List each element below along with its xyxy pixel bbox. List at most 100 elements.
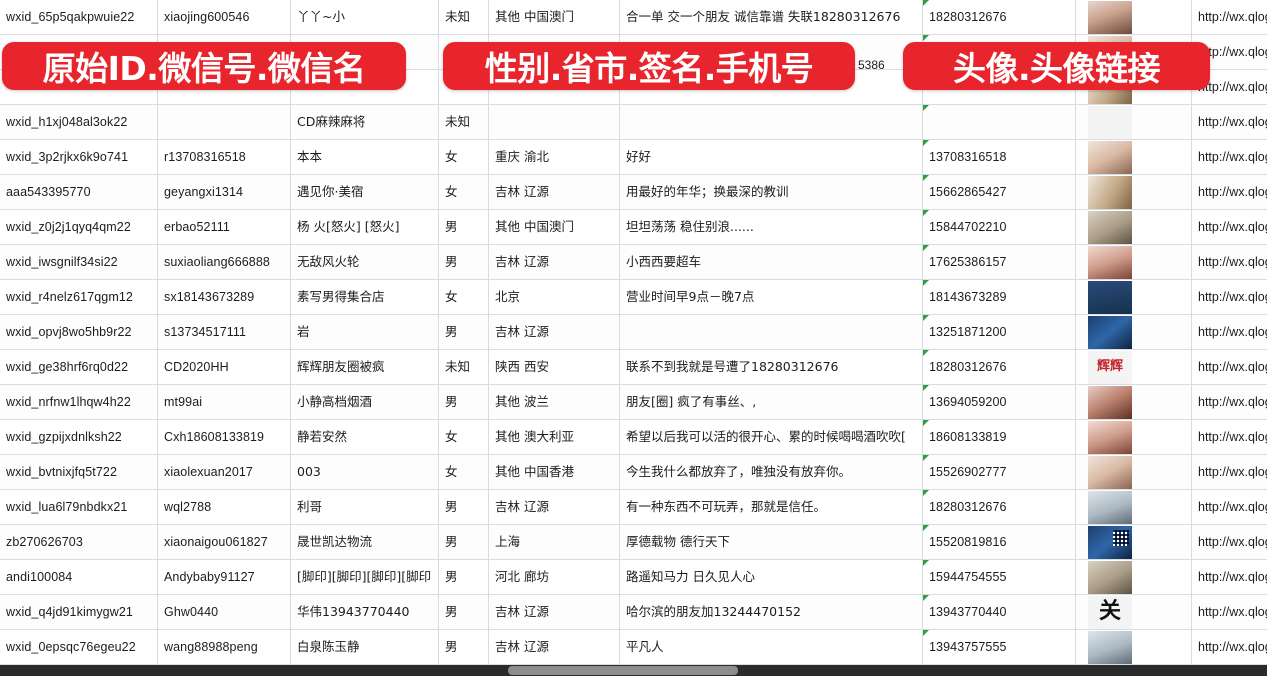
cell-avatar_url[interactable]: http://wx.qlogo.cn/mmhead xyxy=(1191,454,1267,490)
cell-avatar[interactable] xyxy=(1075,454,1192,490)
cell-avatar_url[interactable]: http://wx.qlogo.cn/mmhead xyxy=(1191,174,1267,210)
table-row[interactable]: wxid_bvtnixjfq5t722 xiaolexuan2017 003 女其他 … xyxy=(0,454,1267,490)
cell-region[interactable]: 陕西 西安 xyxy=(488,349,620,385)
cell-orig_id[interactable]: wxid_h1xj048al3ok22 xyxy=(0,104,158,140)
cell-avatar_url[interactable]: http://wx.qlogo.cn/mmhead xyxy=(1191,559,1267,595)
cell-region[interactable]: 吉林 辽源 xyxy=(488,244,620,280)
cell-avatar[interactable] xyxy=(1075,174,1192,210)
cell-signature[interactable]: 朋友[圈] 疯了有事丝、, xyxy=(619,384,923,420)
cell-avatar_url[interactable]: http://wx.qlogo.cn/mmhead xyxy=(1191,419,1267,455)
table-row[interactable]: wxid_0epsqc76egeu22 wang88988peng 白泉陈玉静男吉林… xyxy=(0,629,1267,665)
cell-avatar[interactable] xyxy=(1075,629,1192,665)
cell-phone[interactable]: 18280312676 xyxy=(922,349,1076,385)
cell-phone[interactable]: 17625386157 xyxy=(922,244,1076,280)
cell-avatar[interactable] xyxy=(1075,244,1192,280)
cell-avatar_url[interactable]: http://wx.qlogo.cn/mmhead xyxy=(1191,279,1267,315)
cell-avatar[interactable] xyxy=(1075,524,1192,560)
cell-phone[interactable]: 15844702210 xyxy=(922,209,1076,245)
cell-phone[interactable]: 18280312676 xyxy=(922,489,1076,525)
cell-avatar_url[interactable]: http://wx.qlogo.cn/mmhead xyxy=(1191,139,1267,175)
cell-orig_id[interactable]: wxid_r4nelz617qgm12 xyxy=(0,279,158,315)
table-row[interactable]: wxid_z0j2j1qyq4qm22 erbao52111 杨 火[怒火] [怒火… xyxy=(0,209,1267,245)
cell-region[interactable]: 河北 廊坊 xyxy=(488,559,620,595)
cell-phone[interactable]: 18608133819 xyxy=(922,419,1076,455)
cell-avatar_url[interactable]: http://wx.qlogo.cn/mmhead xyxy=(1191,209,1267,245)
cell-sex[interactable]: 女 xyxy=(438,279,489,315)
cell-orig_id[interactable]: zb270626703 xyxy=(0,524,158,560)
cell-avatar[interactable]: 关 xyxy=(1075,594,1192,630)
cell-signature[interactable]: 有一种东西不可玩弄，那就是信任。 xyxy=(619,489,923,525)
cell-avatar[interactable]: 辉辉 xyxy=(1075,349,1192,385)
table-row[interactable]: wxid_3p2rjkx6k9o741 r13708316518 本本女重庆 渝北好… xyxy=(0,139,1267,175)
table-row[interactable]: wxid_ge38hrf6rq0d22 CD2020HH 辉辉朋友圈被疯 未知 陕西 西… xyxy=(0,349,1267,385)
cell-signature[interactable] xyxy=(619,314,923,350)
cell-avatar[interactable] xyxy=(1075,279,1192,315)
cell-wx_id[interactable]: Andybaby91127 xyxy=(157,559,291,595)
cell-wx_id[interactable]: wang88988peng xyxy=(157,629,291,665)
table-row[interactable]: andi100084 Andybaby91127 [脚印][脚印][脚印][脚印男河… xyxy=(0,559,1267,595)
cell-avatar[interactable] xyxy=(1075,0,1192,35)
cell-signature[interactable]: 坦坦荡荡 稳住别浪...... xyxy=(619,209,923,245)
cell-avatar[interactable] xyxy=(1075,209,1192,245)
table-row[interactable]: wxid_q4jd91kimygw21 Ghw0440 华伟13943770440 男… xyxy=(0,594,1267,630)
cell-wx_id[interactable]: Ghw0440 xyxy=(157,594,291,630)
cell-wx_name[interactable]: CD麻辣麻将 xyxy=(290,104,439,140)
cell-region[interactable]: 吉林 辽源 xyxy=(488,489,620,525)
cell-phone[interactable]: 13943757555 xyxy=(922,629,1076,665)
cell-sex[interactable]: 男 xyxy=(438,629,489,665)
table-row[interactable]: wxid_iwsgnilf34si22 suxiaoliang666888 无敌风火… xyxy=(0,244,1267,280)
cell-orig_id[interactable]: wxid_nrfnw1lhqw4h22 xyxy=(0,384,158,420)
cell-wx_name[interactable]: 白泉陈玉静 xyxy=(290,629,439,665)
cell-avatar[interactable] xyxy=(1075,139,1192,175)
cell-sex[interactable]: 男 xyxy=(438,489,489,525)
cell-avatar[interactable] xyxy=(1075,489,1192,525)
cell-phone[interactable]: 15944754555 xyxy=(922,559,1076,595)
cell-orig_id[interactable]: aaa543395770 xyxy=(0,174,158,210)
cell-region[interactable]: 其他 中国香港 xyxy=(488,454,620,490)
cell-sex[interactable]: 女 xyxy=(438,174,489,210)
cell-signature[interactable]: 联系不到我就是号遭了18280312676 xyxy=(619,349,923,385)
cell-wx_id[interactable]: Cxh18608133819 xyxy=(157,419,291,455)
cell-region[interactable]: 其他 中国澳门 xyxy=(488,0,620,35)
cell-signature[interactable]: 路遥知马力 日久见人心 xyxy=(619,559,923,595)
cell-wx_id[interactable]: CD2020HH xyxy=(157,349,291,385)
cell-avatar_url[interactable]: http://wx.qlogo.cn/mmhead xyxy=(1191,384,1267,420)
cell-wx_id[interactable]: xiaolexuan2017 xyxy=(157,454,291,490)
cell-wx_name[interactable]: 003 xyxy=(290,454,439,490)
cell-signature[interactable]: 希望以后我可以活的很开心、累的时候喝喝酒吹吹[ xyxy=(619,419,923,455)
cell-sex[interactable]: 未知 xyxy=(438,0,489,35)
table-row[interactable]: aaa543395770 geyangxi1314 遇见你·美宿女吉林 辽源 用最好的… xyxy=(0,174,1267,210)
cell-region[interactable]: 上海 xyxy=(488,524,620,560)
cell-avatar[interactable] xyxy=(1075,559,1192,595)
cell-phone[interactable]: 13708316518 xyxy=(922,139,1076,175)
cell-avatar_url[interactable]: http://wx.qlogo.cn/mmhead xyxy=(1191,104,1267,140)
cell-wx_name[interactable]: 岩 xyxy=(290,314,439,350)
cell-region[interactable]: 其他 中国澳门 xyxy=(488,209,620,245)
cell-wx_name[interactable]: 遇见你·美宿 xyxy=(290,174,439,210)
cell-phone[interactable]: 15520819816 xyxy=(922,524,1076,560)
cell-orig_id[interactable]: wxid_3p2rjkx6k9o741 xyxy=(0,139,158,175)
cell-region[interactable]: 吉林 辽源 xyxy=(488,629,620,665)
cell-wx_id[interactable]: sx18143673289 xyxy=(157,279,291,315)
cell-phone[interactable]: 18280312676 xyxy=(922,0,1076,35)
cell-region[interactable]: 吉林 辽源 xyxy=(488,174,620,210)
cell-avatar_url[interactable]: http://wx.qlogo.cn/mmhead xyxy=(1191,524,1267,560)
cell-orig_id[interactable]: wxid_z0j2j1qyq4qm22 xyxy=(0,209,158,245)
cell-avatar_url[interactable]: http://wx.qlogo.cn/mmhead xyxy=(1191,349,1267,385)
cell-sex[interactable]: 男 xyxy=(438,594,489,630)
cell-wx_name[interactable]: 素写男得集合店 xyxy=(290,279,439,315)
cell-region[interactable]: 吉林 辽源 xyxy=(488,594,620,630)
cell-orig_id[interactable]: wxid_lua6l79nbdkx21 xyxy=(0,489,158,525)
cell-orig_id[interactable]: wxid_ge38hrf6rq0d22 xyxy=(0,349,158,385)
cell-phone[interactable]: 13251871200 xyxy=(922,314,1076,350)
cell-wx_name[interactable]: 无敌风火轮 xyxy=(290,244,439,280)
cell-region[interactable]: 吉林 辽源 xyxy=(488,314,620,350)
cell-signature[interactable]: 平凡人 xyxy=(619,629,923,665)
cell-avatar_url[interactable]: http://wx.qlogo.cn/mmhead xyxy=(1191,244,1267,280)
cell-wx_id[interactable]: geyangxi1314 xyxy=(157,174,291,210)
cell-avatar[interactable] xyxy=(1075,314,1192,350)
table-row[interactable]: wxid_opvj8wo5hb9r22 s13734517111 岩男吉林 辽源 13… xyxy=(0,314,1267,350)
cell-wx_id[interactable]: erbao52111 xyxy=(157,209,291,245)
cell-wx_id[interactable]: wql2788 xyxy=(157,489,291,525)
cell-wx_id[interactable]: xiaojing600546 xyxy=(157,0,291,35)
